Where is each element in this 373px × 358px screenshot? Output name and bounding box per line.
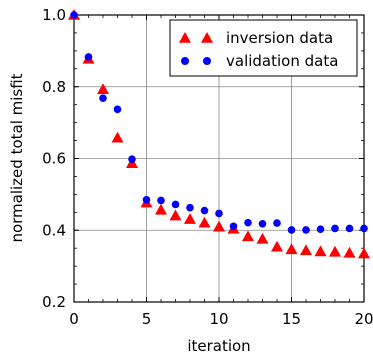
legend-label: validation data: [226, 52, 338, 70]
x-tick-label: 20: [354, 310, 373, 328]
validation-data-point: [186, 203, 194, 212]
validation-data-point: [171, 200, 180, 209]
y-tick-label: 0.6: [42, 150, 66, 168]
validation-data-point: [113, 105, 122, 114]
validation-data-point: [331, 224, 339, 233]
inversion-data-point: [256, 232, 269, 244]
inversion-data-point: [184, 213, 196, 224]
inversion-data-point: [169, 209, 182, 221]
validation-data-point: [229, 222, 238, 231]
validation-data-point: [360, 224, 368, 233]
legend: inversion data validation data: [169, 19, 358, 77]
x-axis-label: iteration: [187, 337, 250, 355]
inversion-data-point: [97, 83, 109, 95]
legend-marker-inversion: [201, 32, 213, 43]
y-tick-label: 0.2: [42, 293, 66, 311]
validation-data-point: [258, 219, 267, 228]
validation-data-point: [316, 225, 325, 233]
validation-data-point: [142, 195, 151, 204]
y-tick-label: 0.8: [42, 78, 66, 96]
y-tick-label: 1.0: [42, 6, 66, 24]
legend-label: inversion data: [226, 29, 333, 47]
validation-data-point: [345, 224, 354, 233]
validation-data-point: [287, 226, 296, 234]
validation-data-point: [99, 94, 107, 103]
validation-data-point: [128, 155, 136, 164]
inversion-data-point: [271, 240, 283, 252]
inversion-data-point: [343, 246, 356, 258]
inversion-data-point: [358, 247, 370, 259]
inversion-data-point: [198, 216, 211, 228]
validation-data-point: [200, 206, 209, 215]
x-tick-label: 5: [142, 310, 152, 328]
data-marks: [68, 9, 370, 259]
legend-marker-inversion: [179, 32, 191, 43]
validation-data-point: [302, 226, 310, 234]
legend-box: [169, 19, 358, 77]
inversion-data-point: [213, 220, 225, 232]
inversion-data-point: [285, 243, 298, 255]
validation-data-point: [84, 53, 93, 61]
y-tick-label: 0.4: [42, 221, 66, 239]
inversion-data-point: [242, 230, 254, 242]
validation-data-point: [70, 11, 78, 19]
x-tick-label: 10: [209, 310, 228, 328]
validation-data-point: [273, 219, 281, 227]
inversion-data-point: [111, 131, 124, 143]
tick-labels: 0 5 10 15 20 0.2 0.4 0.6 0.8 1.0: [42, 6, 373, 328]
inversion-data-point: [300, 244, 312, 256]
legend-marker-validation: [181, 57, 189, 65]
inversion-data-point: [155, 203, 167, 215]
validation-data-point: [157, 196, 165, 205]
legend-marker-validation: [203, 57, 211, 65]
x-tick-label: 15: [282, 310, 301, 328]
validation-data-point: [244, 218, 252, 227]
validation-data-point: [215, 209, 223, 218]
y-axis-label: normalized total misfit: [8, 73, 26, 242]
x-tick-label: 0: [69, 310, 79, 328]
inversion-data-point: [329, 245, 341, 257]
plot-frame: [73, 14, 365, 303]
inversion-data-point: [314, 245, 327, 257]
